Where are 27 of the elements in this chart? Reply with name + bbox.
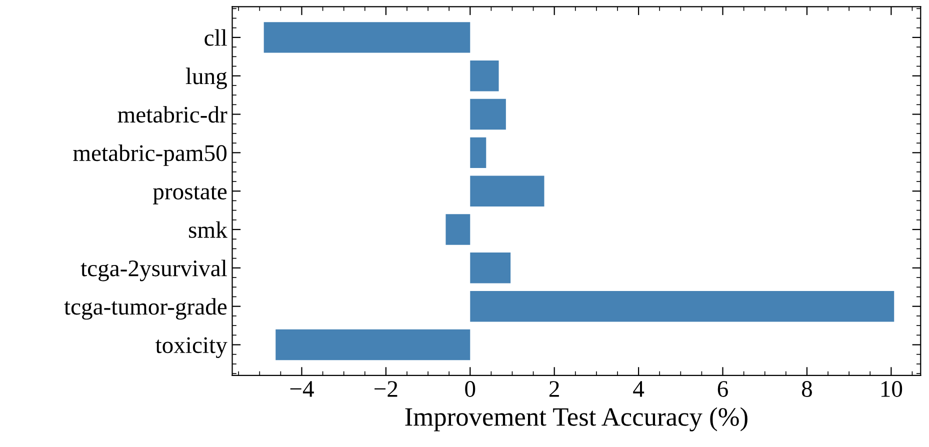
y-tick-label: toxicity	[155, 337, 228, 358]
x-tick-label: −4	[290, 381, 314, 397]
x-axis-title: Improvement Test Accuracy (%)	[405, 407, 748, 432]
bar	[276, 329, 470, 360]
x-tick-label: 8	[802, 381, 812, 397]
y-tick-label: tcga-tumor-grade	[64, 298, 227, 320]
x-tick-label: 2	[549, 381, 559, 397]
x-tick-label: 0	[465, 381, 476, 397]
y-tick-label: cll	[204, 29, 227, 46]
bar	[264, 22, 470, 53]
bar	[470, 60, 499, 92]
y-tick-label: tcga-2ysurvival	[80, 260, 227, 282]
bar	[470, 252, 511, 284]
bar	[470, 290, 894, 322]
y-tick-label: metabric-pam50	[73, 144, 226, 166]
bar	[470, 98, 506, 130]
y-tick-label: prostate	[153, 186, 227, 204]
x-tick-label: 10	[881, 381, 902, 397]
bar	[470, 176, 544, 206]
x-tick-label: 4	[633, 381, 644, 397]
y-tick-label: metabric-dr	[118, 106, 228, 123]
x-tick-label: −2	[374, 381, 398, 397]
x-tick-label: 6	[718, 381, 728, 397]
bar	[470, 137, 486, 168]
y-tick-label: lung	[186, 68, 227, 90]
y-tick-label: smk	[189, 221, 228, 238]
bar	[446, 214, 470, 245]
